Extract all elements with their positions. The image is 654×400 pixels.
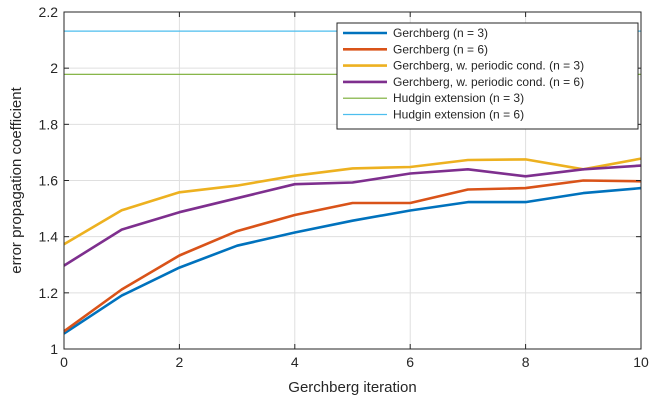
x-tick-label: 6 bbox=[406, 354, 414, 370]
y-tick-label: 1.6 bbox=[39, 173, 59, 189]
legend-label-5: Hudgin extension (n = 3) bbox=[393, 91, 524, 105]
series-line-4 bbox=[63, 164, 642, 267]
legend: Gerchberg (n = 3) Gerchberg (n = 6) Gerchb… bbox=[336, 22, 639, 130]
legend-box bbox=[336, 22, 639, 130]
y-tick-label: 2.2 bbox=[39, 4, 59, 20]
series-line-2 bbox=[63, 179, 642, 333]
y-axis-label: error propagation coefficient bbox=[8, 86, 25, 273]
x-tick-label: 0 bbox=[60, 354, 68, 370]
y-tick-label: 1.2 bbox=[39, 285, 59, 301]
y-tick-label: 1 bbox=[50, 341, 58, 357]
series-line-1 bbox=[63, 186, 642, 335]
legend-label-2: Gerchberg (n = 6) bbox=[393, 42, 488, 56]
y-tick-label: 1.8 bbox=[39, 116, 59, 132]
series-line-3 bbox=[63, 157, 642, 246]
legend-label-6: Hudgin extension (n = 6) bbox=[393, 108, 524, 122]
y-tick-label: 1.4 bbox=[39, 229, 59, 245]
x-tick-label: 10 bbox=[633, 354, 649, 370]
legend-label-1: Gerchberg (n = 3) bbox=[393, 26, 488, 40]
x-tick-label: 2 bbox=[176, 354, 184, 370]
y-tick-label: 2 bbox=[50, 60, 58, 76]
axis-ticks: 0 2 4 6 8 10 1 1.2 1.4 1.6 1.8 2 2.2 bbox=[39, 4, 649, 370]
x-tick-label: 4 bbox=[291, 354, 299, 370]
legend-label-4: Gerchberg, w. periodic cond. (n = 6) bbox=[393, 75, 584, 89]
legend-label-3: Gerchberg, w. periodic cond. (n = 3) bbox=[393, 59, 584, 73]
x-axis-label: Gerchberg iteration bbox=[288, 379, 416, 396]
x-tick-label: 8 bbox=[522, 354, 530, 370]
